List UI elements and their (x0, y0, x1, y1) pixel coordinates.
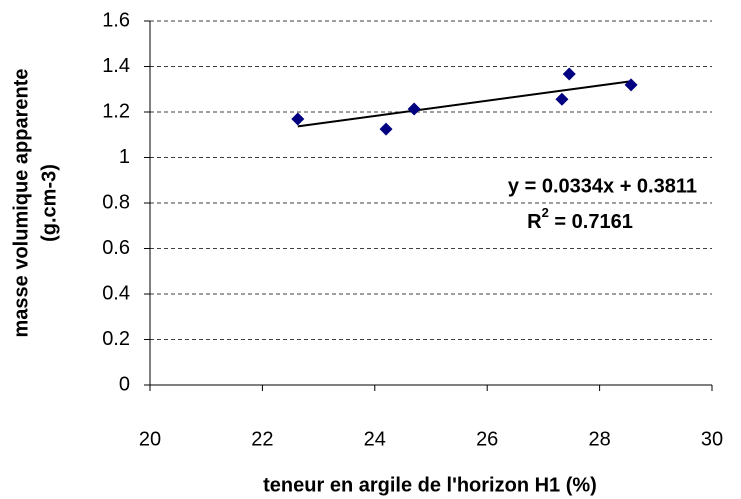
data-point (379, 122, 393, 136)
y-tick-label: 0.4 (102, 282, 130, 304)
equation: y = 0.0334x + 0.3811 (508, 175, 697, 197)
x-tick-label: 26 (476, 428, 498, 450)
y-tick-label: 0.6 (102, 237, 130, 259)
r-squared-sup: 2 (542, 205, 549, 220)
r-squared-base: R (527, 211, 542, 233)
data-point (407, 102, 421, 116)
y-axis-label: masse volumique apparente (10, 69, 32, 338)
y-tick-label: 1.4 (102, 55, 130, 77)
x-tick-label: 28 (588, 428, 610, 450)
x-tick-label: 24 (364, 428, 386, 450)
y-tick-label: 0 (119, 373, 130, 395)
y-axis-label: (g.cm-3) (38, 164, 60, 242)
data-point (555, 92, 569, 106)
y-tick-label: 1 (119, 146, 130, 168)
x-axis-label: teneur en argile de l'horizon H1 (%) (263, 474, 597, 496)
x-tick-label: 20 (139, 428, 161, 450)
x-tick-label: 30 (701, 428, 723, 450)
data-point (624, 78, 638, 92)
y-tick-label: 1.2 (102, 100, 130, 122)
trendline (297, 80, 632, 128)
y-tick-label: 1.6 (102, 9, 130, 31)
r-squared: R2 = 0.7161 (527, 205, 633, 233)
y-tick-label: 0.8 (102, 191, 130, 213)
data-point (291, 112, 305, 126)
y-tick-label: 0.2 (102, 328, 130, 350)
x-tick-label: 22 (251, 428, 273, 450)
data-point (562, 67, 576, 81)
r-squared-text: = 0.7161 (549, 211, 633, 233)
